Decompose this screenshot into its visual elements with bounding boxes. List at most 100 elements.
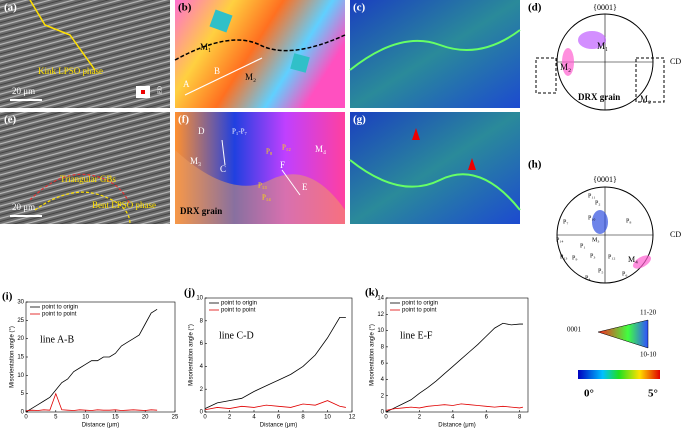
annotation: line E-F [400,330,433,341]
x-tick-label: 10 [324,415,331,421]
point-label: P₈ [626,218,631,224]
pole-label: {0001} [593,175,617,184]
y-tick-label: 10 [377,328,384,334]
point-label: P₁₀ [588,215,596,221]
key-label: 0001 [567,326,582,334]
plot-frame [204,297,353,413]
y-tick-label: 0 [21,410,25,416]
point-label: P₇ [563,219,568,225]
grain-label: M₂ [560,62,571,72]
series-line [204,400,346,411]
grain-label: M₁ [200,42,211,52]
x-tick-label: 10 [82,415,89,421]
series-line [385,403,524,411]
y-tick-label: 15 [17,355,24,361]
series-line [25,392,158,412]
point-label: P₁₄ [262,194,271,202]
panel-label: (g) [353,114,366,126]
x-tick-label: 20 [142,415,149,421]
axis-icon [141,90,145,94]
point-label: P₄ [585,275,590,281]
x-tick-label: 6 [485,415,489,421]
pointer [29,0,96,71]
point-label: P₁₃ [560,254,568,260]
x-tick-label: 2 [418,415,422,421]
y-tick-label: 8 [381,344,385,350]
boundary [29,173,131,206]
series-line [204,316,346,409]
y-tick-label: 4 [381,377,385,383]
scale-text: 20 μm [12,202,35,212]
x-tick-label: 8 [518,415,522,421]
x-axis-label: Distance (μm) [82,423,119,429]
panel-label: (e) [4,114,17,126]
point-label: P₁₃ [258,182,267,190]
series-line [385,322,523,413]
y-tick-label: 5 [21,391,25,397]
point-label: P₁₂ [608,254,616,260]
dashed-box [635,57,665,103]
panel-label: (h) [528,159,542,171]
x-tick-label: 0 [203,415,207,421]
strain-band [349,159,521,211]
ipf-key [597,319,649,349]
grain-label: M₂ [245,72,256,82]
color-bar [578,370,660,379]
y-tick-label: 25 [17,318,24,324]
panel-label: (i) [2,291,13,303]
plot-frame [25,301,176,413]
legend-label: point to point [42,312,77,318]
pole-cluster [578,31,606,49]
x-tick-label: 8 [301,415,305,421]
boundary [174,34,346,61]
x-tick-label: 0 [384,415,388,421]
axis-text: ED [157,85,163,94]
scale-text: 20 μm [12,86,35,96]
y-tick-label: 10 [196,296,203,302]
y-tick-label: 0 [200,410,204,416]
series-line [25,308,158,413]
key-label: 11-20 [640,309,657,317]
bar-label: 5° [648,388,658,400]
x-tick-label: 12 [349,415,356,421]
point-label: E [302,182,308,192]
point-label: B [214,66,220,76]
x-tick-label: 2 [228,415,232,421]
panel-label: (c) [353,2,366,14]
annotation: line C-D [219,330,254,341]
x-tick-label: 6 [277,415,281,421]
pole-points: P₁₁ P₂ P₁₀ P₈ P₇ P₁₄ M₃ P₁ P₁₃ P₉ P₃ P₁₂… [556,193,638,281]
bar-label: 0° [584,388,594,400]
annotation: Triangular GBs [60,174,116,184]
unit-cell [290,53,310,73]
key-label: 10-10 [640,351,657,359]
point-label: P₃ [590,253,595,259]
x-axis-label: Distance (μm) [438,423,475,429]
y-tick-label: 8 [200,318,204,324]
x-tick-label: 4 [451,415,455,421]
pole-cluster [592,210,608,234]
strain-band [349,29,521,71]
y-tick-label: 20 [17,336,24,342]
sem-image [0,112,170,224]
arrow [412,128,476,170]
x-tick-label: 15 [112,415,119,421]
point-label: P₁ [580,243,585,249]
point-label: M₄ [628,255,638,264]
point-label: M₃ [592,237,599,243]
point-label: P₁-P₇ [232,128,248,136]
point-label: P₆ [622,271,627,277]
annotation: Kink LPSO phase [38,66,103,76]
grain-label: M₄ [315,144,326,154]
legend-label: point to point [221,308,256,314]
grain-label: M₂ [640,94,651,104]
point-label: P₂ [595,200,600,206]
x-tick-label: 5 [54,415,58,421]
line-ef [281,169,301,196]
y-tick-label: 10 [17,373,24,379]
dashed-box [535,57,557,94]
y-axis-label: Misorientation angle (°) [370,324,376,386]
y-tick-label: 2 [381,393,385,399]
line-cd [221,139,226,166]
